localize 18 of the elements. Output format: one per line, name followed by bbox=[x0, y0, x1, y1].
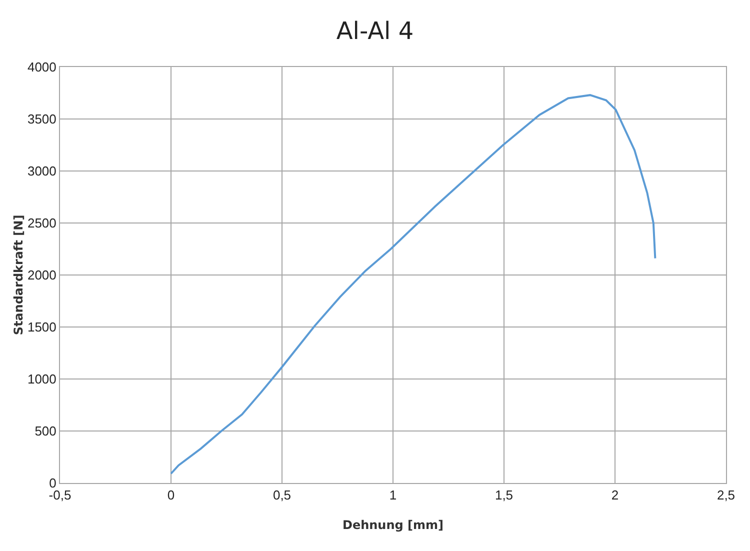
y-tick-label: 1500 bbox=[27, 320, 56, 335]
y-tick-label: 3500 bbox=[27, 112, 56, 127]
x-tick-label: 0 bbox=[167, 488, 175, 503]
y-tick-label: 1000 bbox=[27, 372, 56, 387]
x-tick-label: 0,5 bbox=[272, 488, 292, 503]
x-tick-label: 1,5 bbox=[494, 488, 514, 503]
x-tick-label: 2,5 bbox=[716, 488, 736, 503]
x-tick-label: 2 bbox=[611, 488, 619, 503]
y-tick-label: 3000 bbox=[27, 164, 56, 179]
x-tick-label: 1 bbox=[389, 488, 397, 503]
chart-title: Al-Al 4 bbox=[336, 16, 414, 45]
y-tick-label: 4000 bbox=[27, 60, 56, 75]
y-tick-label: 500 bbox=[34, 424, 56, 439]
x-axis-title: Dehnung [mm] bbox=[342, 518, 444, 532]
line-series bbox=[170, 94, 656, 475]
y-axis-title: Standardkraft [N] bbox=[11, 214, 26, 336]
y-tick-label: 2500 bbox=[27, 216, 56, 231]
y-tick-label: 2000 bbox=[27, 268, 56, 283]
